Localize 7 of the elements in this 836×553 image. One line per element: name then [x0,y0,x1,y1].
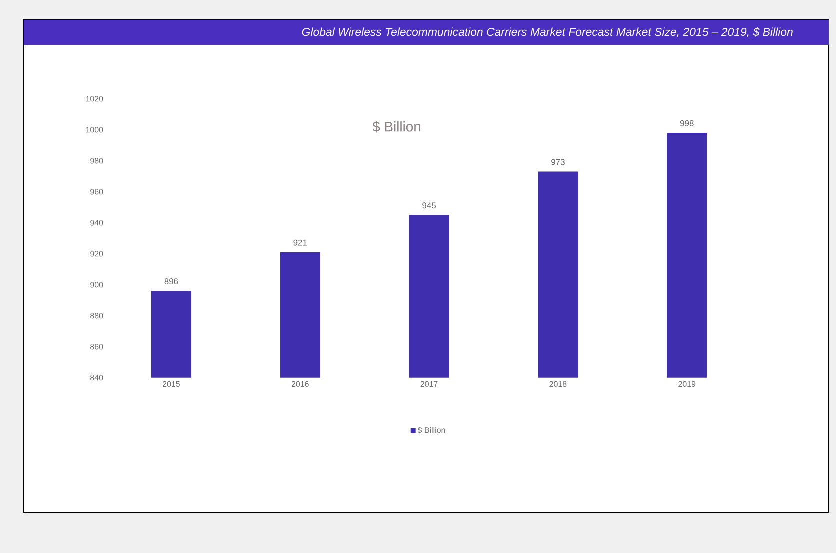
text: $ Billion [372,121,421,133]
chart-title: Global Wireless Telecommunication Carriers Market Forecast Market Size, 2015 – 2019, $ Billion [302,28,793,38]
data-label: 998 [680,120,694,126]
data-label: 896 [164,278,178,285]
data-label: 921 [294,240,308,246]
data-label: 945 [422,202,436,209]
data-label: 973 [552,159,565,166]
